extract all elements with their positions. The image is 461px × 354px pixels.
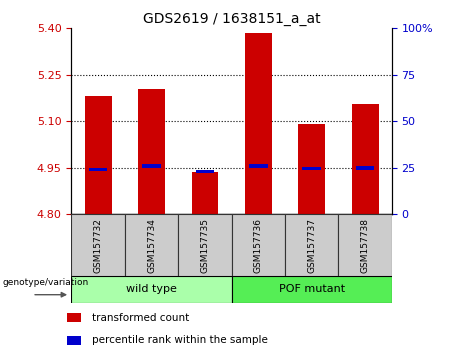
Title: GDS2619 / 1638151_a_at: GDS2619 / 1638151_a_at bbox=[143, 12, 320, 26]
Text: GSM157736: GSM157736 bbox=[254, 218, 263, 273]
Bar bbox=[85, 97, 112, 214]
Text: GSM157732: GSM157732 bbox=[94, 218, 103, 273]
Text: transformed count: transformed count bbox=[92, 313, 189, 322]
Bar bbox=[338, 214, 392, 276]
Bar bbox=[71, 276, 231, 303]
Text: POF mutant: POF mutant bbox=[279, 284, 345, 295]
Text: GSM157738: GSM157738 bbox=[361, 218, 370, 273]
Bar bbox=[195, 170, 214, 173]
Bar bbox=[298, 124, 325, 214]
Bar bbox=[71, 214, 125, 276]
Bar bbox=[178, 214, 231, 276]
Bar bbox=[352, 104, 378, 214]
Text: wild type: wild type bbox=[126, 284, 177, 295]
Text: percentile rank within the sample: percentile rank within the sample bbox=[92, 335, 268, 345]
Bar bbox=[142, 164, 161, 168]
Bar bbox=[245, 33, 272, 214]
Bar bbox=[302, 167, 321, 171]
Bar bbox=[249, 164, 268, 168]
Bar bbox=[192, 172, 219, 214]
Bar bbox=[67, 313, 82, 322]
Bar bbox=[356, 166, 374, 170]
Bar bbox=[125, 214, 178, 276]
Bar bbox=[285, 214, 338, 276]
Text: GSM157734: GSM157734 bbox=[147, 218, 156, 273]
Text: GSM157735: GSM157735 bbox=[201, 218, 209, 273]
Bar bbox=[231, 214, 285, 276]
Bar bbox=[231, 276, 392, 303]
Bar bbox=[67, 336, 82, 345]
Bar bbox=[138, 89, 165, 214]
Text: GSM157737: GSM157737 bbox=[307, 218, 316, 273]
Bar bbox=[89, 168, 107, 171]
Text: genotype/variation: genotype/variation bbox=[2, 278, 89, 287]
